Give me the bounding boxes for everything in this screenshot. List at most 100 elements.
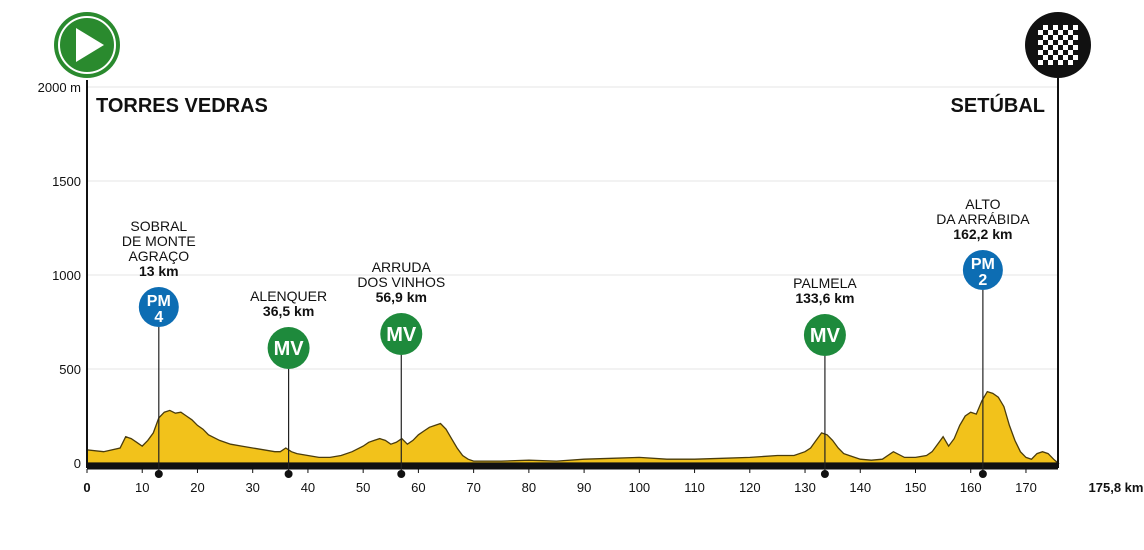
badge-type-label: MV [386, 324, 417, 346]
waypoint-name-label: DOS VINHOS [357, 274, 445, 290]
checker-square [1058, 55, 1063, 60]
finish-checkered-flag-icon [1025, 12, 1091, 78]
checker-square [1048, 55, 1053, 60]
waypoint-dot [284, 470, 293, 478]
mv-badge [267, 327, 310, 369]
checker-square [1048, 45, 1053, 50]
checker-square [1073, 50, 1078, 55]
checker-square [1048, 25, 1053, 30]
checker-square [1058, 35, 1063, 40]
checker-square [1063, 30, 1068, 35]
checker-square [1063, 40, 1068, 45]
start-city-label: TORRES VEDRAS [96, 95, 268, 117]
checker-square [1048, 35, 1053, 40]
badge-category-label: 2 [978, 272, 987, 289]
y-axis-ticks: 0 500 1000 1500 2000 m [38, 80, 81, 471]
waypoint-km-label: 162,2 km [953, 226, 1012, 242]
checker-square [1053, 60, 1058, 65]
x-tick-label: 60 [411, 480, 425, 495]
checker-square [1038, 35, 1043, 40]
x-tick-label: 170 [1015, 480, 1037, 495]
waypoint-dot [820, 470, 829, 478]
waypoint-dot [154, 470, 163, 478]
x-tick-label: 160 [960, 480, 982, 495]
badge-type-label: MV [810, 325, 841, 347]
waypoint-name-label: PALMELA [793, 275, 857, 291]
x-axis-ticks: 0 10 20 30 40 50 60 70 80 90 100 110 120 130 140 150 160… [83, 469, 1143, 495]
waypoint-name-label: ALENQUER [250, 288, 327, 304]
checker-square [1043, 40, 1048, 45]
checker-square [1058, 45, 1063, 50]
x-tick-label: 70 [466, 480, 480, 495]
waypoint-km-label: 56,9 km [376, 289, 427, 305]
finish-city-label: SETÚBAL [951, 93, 1045, 117]
y-top-label: 2000 m [38, 80, 81, 95]
checker-square [1068, 45, 1073, 50]
x-end-label: 175,8 km [1089, 480, 1144, 495]
pm-badge [962, 250, 1003, 290]
badge-category-label: 4 [154, 309, 163, 326]
pm-badge [138, 287, 179, 327]
checker-square [1043, 60, 1048, 65]
checker-square [1043, 30, 1048, 35]
checker-square [1053, 50, 1058, 55]
start-play-icon [54, 12, 120, 78]
checker-square [1068, 55, 1073, 60]
badge-type-label: MV [274, 338, 305, 360]
y-tick-label: 0 [74, 456, 81, 471]
x-tick-label: 120 [739, 480, 761, 495]
x-tick-label: 0 [83, 480, 90, 495]
waypoint-km-label: 36,5 km [263, 303, 314, 319]
mv-badge [803, 314, 846, 356]
checker-square [1073, 30, 1078, 35]
x-tick-label: 80 [522, 480, 536, 495]
grid-lines [87, 86, 1058, 370]
mv-badge [380, 313, 423, 355]
waypoint-km-label: 13 km [139, 263, 179, 279]
badge-type-label: PM [971, 256, 995, 273]
y-tick-label: 1500 [52, 174, 81, 189]
checker-square [1073, 60, 1078, 65]
waypoint-name-label: AGRAÇO [128, 248, 189, 264]
waypoint-name-label: DE MONTE [122, 233, 196, 249]
x-tick-label: 90 [577, 480, 591, 495]
x-tick-label: 110 [684, 480, 705, 495]
x-tick-label: 20 [190, 480, 204, 495]
y-tick-label: 1000 [52, 268, 81, 283]
checker-square [1058, 25, 1063, 30]
waypoint-name-label: DA ARRÁBIDA [936, 211, 1030, 227]
checker-square [1063, 50, 1068, 55]
x-tick-label: 150 [905, 480, 927, 495]
x-tick-label: 130 [794, 480, 816, 495]
checker-square [1073, 40, 1078, 45]
checker-square [1038, 45, 1043, 50]
x-tick-label: 40 [301, 480, 315, 495]
x-tick-label: 100 [628, 480, 650, 495]
checker-square [1063, 60, 1068, 65]
waypoint-name-label: ALTO [965, 196, 1000, 212]
elevation-profile-area [86, 390, 1060, 464]
checker-square [1038, 55, 1043, 60]
x-tick-label: 50 [356, 480, 370, 495]
x-tick-label: 30 [245, 480, 259, 495]
checker-square [1038, 25, 1043, 30]
checker-square [1053, 30, 1058, 35]
axes [86, 78, 1059, 470]
badge-type-label: PM [147, 293, 171, 310]
waypoint-dot [978, 470, 987, 478]
x-tick-label: 140 [849, 480, 871, 495]
checker-square [1068, 25, 1073, 30]
checker-square [1068, 35, 1073, 40]
checker-square [1043, 50, 1048, 55]
waypoint-name-label: SOBRAL [130, 218, 187, 234]
y-tick-label: 500 [59, 362, 81, 377]
waypoint-dot [397, 470, 406, 478]
x-tick-label: 10 [135, 480, 149, 495]
